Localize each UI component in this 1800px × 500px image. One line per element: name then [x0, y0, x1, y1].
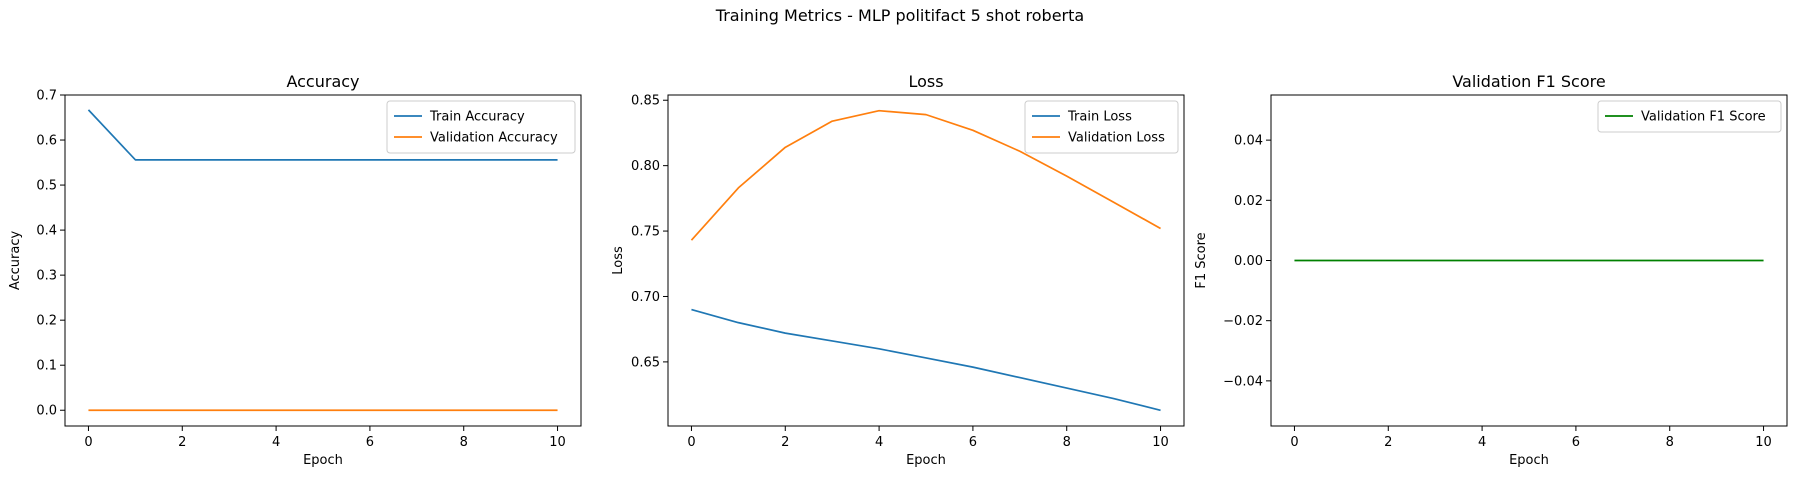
x-tick-label: 8: [460, 435, 468, 450]
x-tick-label: 0: [687, 435, 695, 450]
x-axis-label: Epoch: [906, 453, 946, 468]
y-tick-label: 0.7: [36, 89, 57, 104]
x-tick-label: 8: [1063, 435, 1071, 450]
axes-frame: [64, 94, 582, 427]
y-tick-label: 0.04: [1234, 134, 1263, 149]
chart-title: Accuracy: [286, 72, 359, 91]
legend-label: Train Loss: [1067, 110, 1132, 125]
y-axis-label: Accuracy: [8, 231, 23, 291]
series-line-2: [690, 109, 1161, 241]
legend-label: Train Accuracy: [429, 110, 525, 125]
y-tick-label: 0.65: [631, 355, 660, 370]
y-tick-label: 0.3: [36, 269, 57, 284]
chart-title: Validation F1 Score: [1452, 72, 1605, 91]
x-tick-label: 6: [969, 435, 977, 450]
x-axis-label: Epoch: [1509, 453, 1549, 468]
figure-suptitle: Training Metrics - MLP politifact 5 shot…: [715, 6, 1085, 25]
x-tick-label: 6: [1572, 435, 1580, 450]
y-tick-label: 0.6: [36, 134, 57, 149]
y-tick-label: −0.02: [1223, 314, 1263, 329]
chart-panel-1: 0 2 4 6 8 10 0.0 0.1 0.2 0.3 0.4 0.5 0.6 0.7 Accuracy E…: [8, 72, 582, 468]
y-tick-label: 0.1: [36, 359, 57, 374]
x-tick-label: 10: [1152, 435, 1169, 450]
x-axis-label: Epoch: [303, 453, 343, 468]
x-tick-label: 4: [1478, 435, 1486, 450]
series-line-1: [691, 308, 1161, 412]
x-tick-label: 2: [178, 435, 186, 450]
legend-label: Validation Accuracy: [430, 131, 558, 146]
series-line-1: [87, 109, 558, 161]
x-tick-label: 8: [1666, 435, 1674, 450]
legend-box: [386, 100, 576, 154]
y-tick-label: 0.4: [36, 224, 57, 239]
x-tick-label: 0: [84, 435, 92, 450]
legend-box: [1024, 100, 1179, 154]
y-tick-label: 0.80: [631, 159, 660, 174]
x-tick-label: 4: [875, 435, 883, 450]
legend: Validation F1 Score: [1597, 100, 1782, 133]
x-tick-label: 2: [781, 435, 789, 450]
chart-panel-2: 0 2 4 6 8 10 0.65 0.70 0.75 0.80 0.85 Loss Epoch Loss…: [611, 72, 1185, 468]
x-tick-label: 10: [1755, 435, 1772, 450]
legend: Train Accuracy Validation Accuracy: [386, 100, 576, 154]
y-tick-label: 0.70: [631, 290, 660, 305]
legend-label: Validation F1 Score: [1641, 110, 1766, 125]
y-tick-label: 0.85: [631, 94, 660, 109]
chart-title: Loss: [908, 72, 943, 91]
y-tick-label: 0.00: [1234, 254, 1263, 269]
x-tick-label: 2: [1384, 435, 1392, 450]
x-tick-label: 6: [366, 435, 374, 450]
x-tick-label: 4: [272, 435, 280, 450]
x-tick-label: 10: [549, 435, 566, 450]
y-axis-label: Loss: [611, 246, 626, 275]
axes-frame: [667, 94, 1185, 427]
legend: Train Loss Validation Loss: [1024, 100, 1179, 154]
y-tick-label: 0.02: [1234, 194, 1263, 209]
y-tick-label: 0.75: [631, 225, 660, 240]
y-axis-label: F1 Score: [1194, 232, 1209, 288]
y-tick-label: −0.04: [1223, 374, 1263, 389]
x-tick-label: 0: [1290, 435, 1298, 450]
y-tick-label: 0.0: [36, 404, 57, 419]
y-tick-label: 0.2: [36, 314, 57, 329]
y-tick-label: 0.5: [36, 179, 57, 194]
legend-box: [1597, 100, 1782, 133]
chart-panel-3: 0 2 4 6 8 10 −0.04 −0.02 0.00 0.02 0.04 Validation …: [1194, 72, 1788, 468]
legend-label: Validation Loss: [1068, 131, 1165, 146]
